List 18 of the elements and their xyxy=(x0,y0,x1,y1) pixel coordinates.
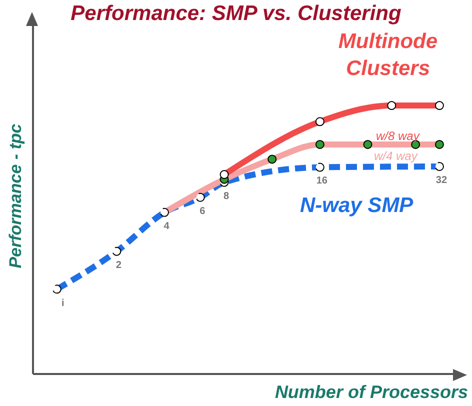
x-tick-label: 32 xyxy=(436,174,448,186)
x-tick-label: 6 xyxy=(200,206,206,217)
point xyxy=(434,140,444,149)
point xyxy=(315,140,324,149)
y-axis-title: Performance - tpc xyxy=(6,122,26,270)
point xyxy=(363,140,372,149)
x-axis-title: Number of Processors xyxy=(274,382,468,403)
series-label: w/8 way xyxy=(376,129,420,143)
x-tick-label: 4 xyxy=(164,220,170,232)
chart-title: Performance: SMP vs. Clustering xyxy=(70,2,402,26)
x-tick-label: 8 xyxy=(223,190,230,202)
x-tick-label: 2 xyxy=(116,260,122,271)
text: Multinode Clusters xyxy=(337,29,439,82)
x-tick-label: i xyxy=(62,298,65,309)
x-tick-label: 16 xyxy=(316,176,328,187)
point xyxy=(268,154,277,164)
series-label: N-way SMP xyxy=(300,194,414,218)
series-label: w/4 way xyxy=(374,149,418,163)
